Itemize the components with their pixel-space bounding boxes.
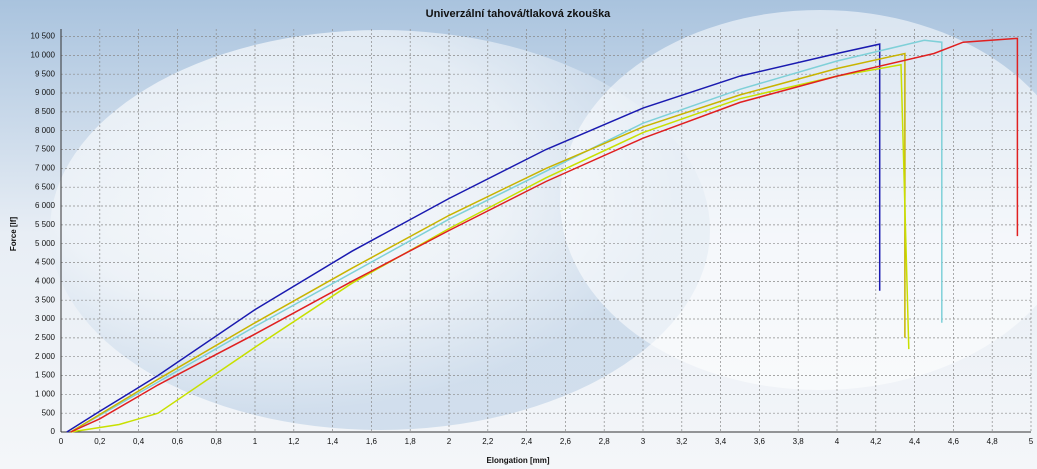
series-line xyxy=(70,39,943,433)
x-tick-label: 4,2 xyxy=(870,437,882,446)
x-tick-label: 2 xyxy=(447,437,452,446)
x-tick-label: 4,8 xyxy=(987,437,999,446)
y-tick-label: 6 000 xyxy=(35,201,56,210)
y-tick-label: 4 000 xyxy=(35,276,56,285)
x-tick-label: 2,4 xyxy=(521,437,533,446)
y-tick-label: 2 000 xyxy=(35,352,56,361)
x-tick-label: 3,8 xyxy=(793,437,805,446)
y-tick-label: 6 500 xyxy=(35,182,56,191)
y-axis-label: Force [lf] xyxy=(9,217,18,252)
y-tick-label: 7 500 xyxy=(35,145,56,154)
y-tick-label: 8 500 xyxy=(35,107,56,116)
y-tick-label: 2 500 xyxy=(35,333,56,342)
x-tick-label: 5 xyxy=(1029,437,1034,446)
y-tick-label: 3 000 xyxy=(35,314,56,323)
cloud xyxy=(50,30,710,430)
x-tick-label: 0,2 xyxy=(94,437,106,446)
y-tick-label: 9 500 xyxy=(35,69,56,78)
x-tick-label: 2,2 xyxy=(482,437,494,446)
y-tick-label: 8 000 xyxy=(35,126,56,135)
x-tick-label: 4,4 xyxy=(909,437,921,446)
y-tick-label: 3 500 xyxy=(35,295,56,304)
x-tick-label: 2,6 xyxy=(560,437,572,446)
x-axis-label: Elongation [mm] xyxy=(486,456,549,465)
y-tick-label: 9 000 xyxy=(35,88,56,97)
x-tick-label: 0,8 xyxy=(211,437,223,446)
x-tick-label: 0 xyxy=(59,437,64,446)
x-tick-label: 3,2 xyxy=(676,437,688,446)
x-tick-label: 3 xyxy=(641,437,646,446)
series-line xyxy=(66,43,881,433)
y-tick-label: 4 500 xyxy=(35,258,56,267)
x-tick-label: 1,2 xyxy=(288,437,300,446)
y-tick-label: 5 500 xyxy=(35,220,56,229)
x-tick-label: 0,6 xyxy=(172,437,184,446)
y-tick-label: 5 000 xyxy=(35,239,56,248)
chart-title: Univerzální tahová/tlaková zkouška xyxy=(426,8,612,20)
x-tick-label: 3,6 xyxy=(754,437,766,446)
x-tick-label: 4 xyxy=(835,437,840,446)
y-tick-label: 1 500 xyxy=(35,371,56,380)
x-tick-label: 1,6 xyxy=(366,437,378,446)
y-tick-label: 1 000 xyxy=(35,389,56,398)
x-tick-label: 4,6 xyxy=(948,437,960,446)
y-tick-label: 10 500 xyxy=(31,32,56,41)
x-tick-label: 3,4 xyxy=(715,437,727,446)
y-tick-label: 10 000 xyxy=(31,50,56,59)
y-tick-label: 7 000 xyxy=(35,163,56,172)
x-tick-label: 0,4 xyxy=(133,437,145,446)
series-line xyxy=(70,52,906,433)
x-tick-label: 1,8 xyxy=(405,437,417,446)
x-tick-label: 2,8 xyxy=(599,437,611,446)
series-line xyxy=(70,37,1019,433)
cloud xyxy=(560,10,1037,390)
x-tick-label: 1,4 xyxy=(327,437,339,446)
y-tick-label: 0 xyxy=(51,427,56,436)
y-tick-label: 500 xyxy=(42,408,56,417)
x-tick-label: 1 xyxy=(253,437,258,446)
